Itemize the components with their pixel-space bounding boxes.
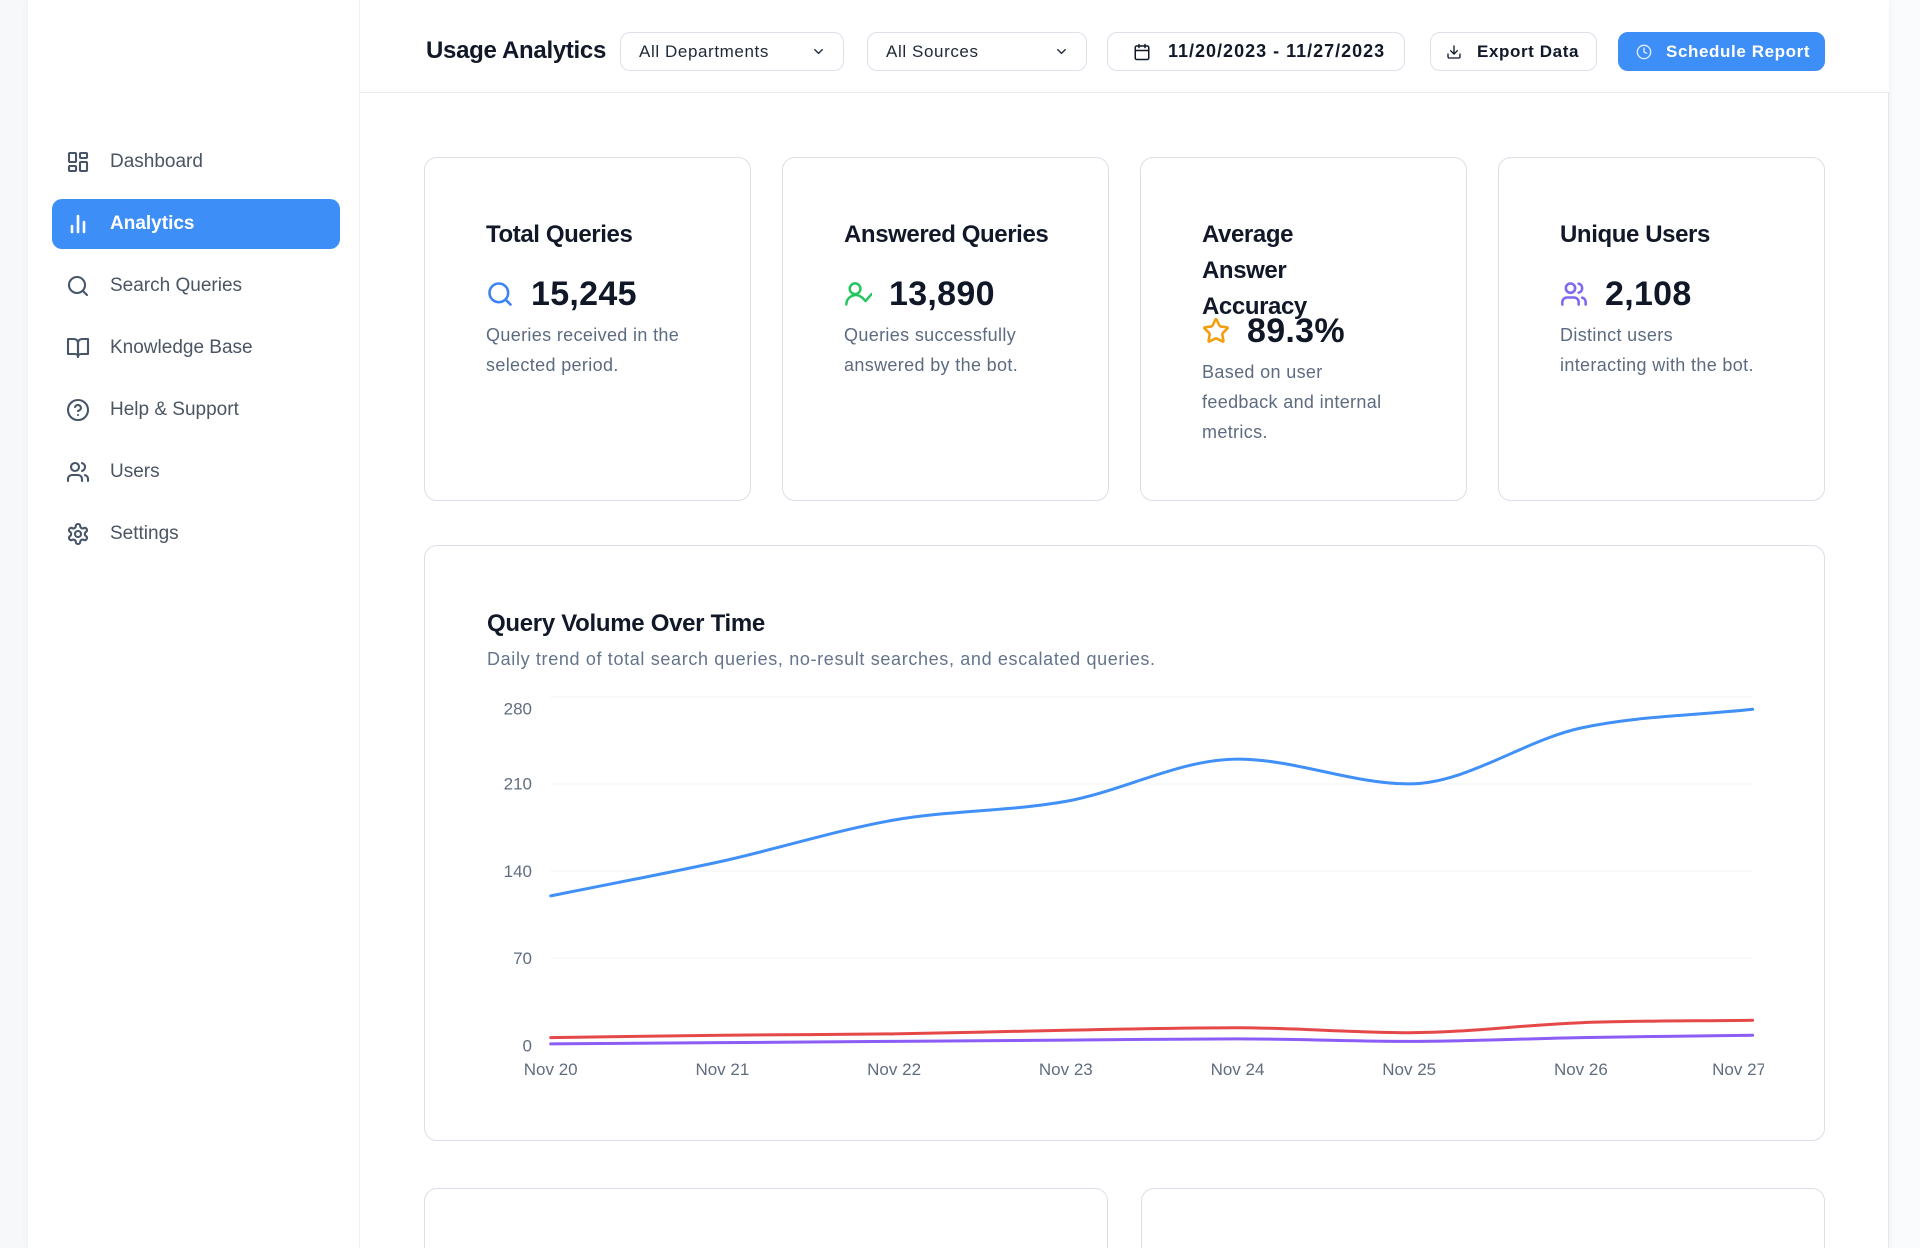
svg-text:280: 280 (504, 700, 532, 719)
svg-text:140: 140 (504, 862, 532, 881)
svg-text:Nov 20: Nov 20 (524, 1060, 578, 1079)
svg-text:Nov 27: Nov 27 (1712, 1060, 1764, 1079)
svg-text:Nov 24: Nov 24 (1211, 1060, 1265, 1079)
svg-text:Nov 22: Nov 22 (867, 1060, 921, 1079)
svg-text:70: 70 (513, 949, 532, 968)
svg-text:Nov 26: Nov 26 (1554, 1060, 1608, 1079)
svg-text:Nov 23: Nov 23 (1039, 1060, 1093, 1079)
svg-text:Nov 25: Nov 25 (1382, 1060, 1436, 1079)
svg-text:210: 210 (504, 775, 532, 794)
svg-text:0: 0 (523, 1036, 532, 1055)
svg-text:Nov 21: Nov 21 (695, 1060, 749, 1079)
